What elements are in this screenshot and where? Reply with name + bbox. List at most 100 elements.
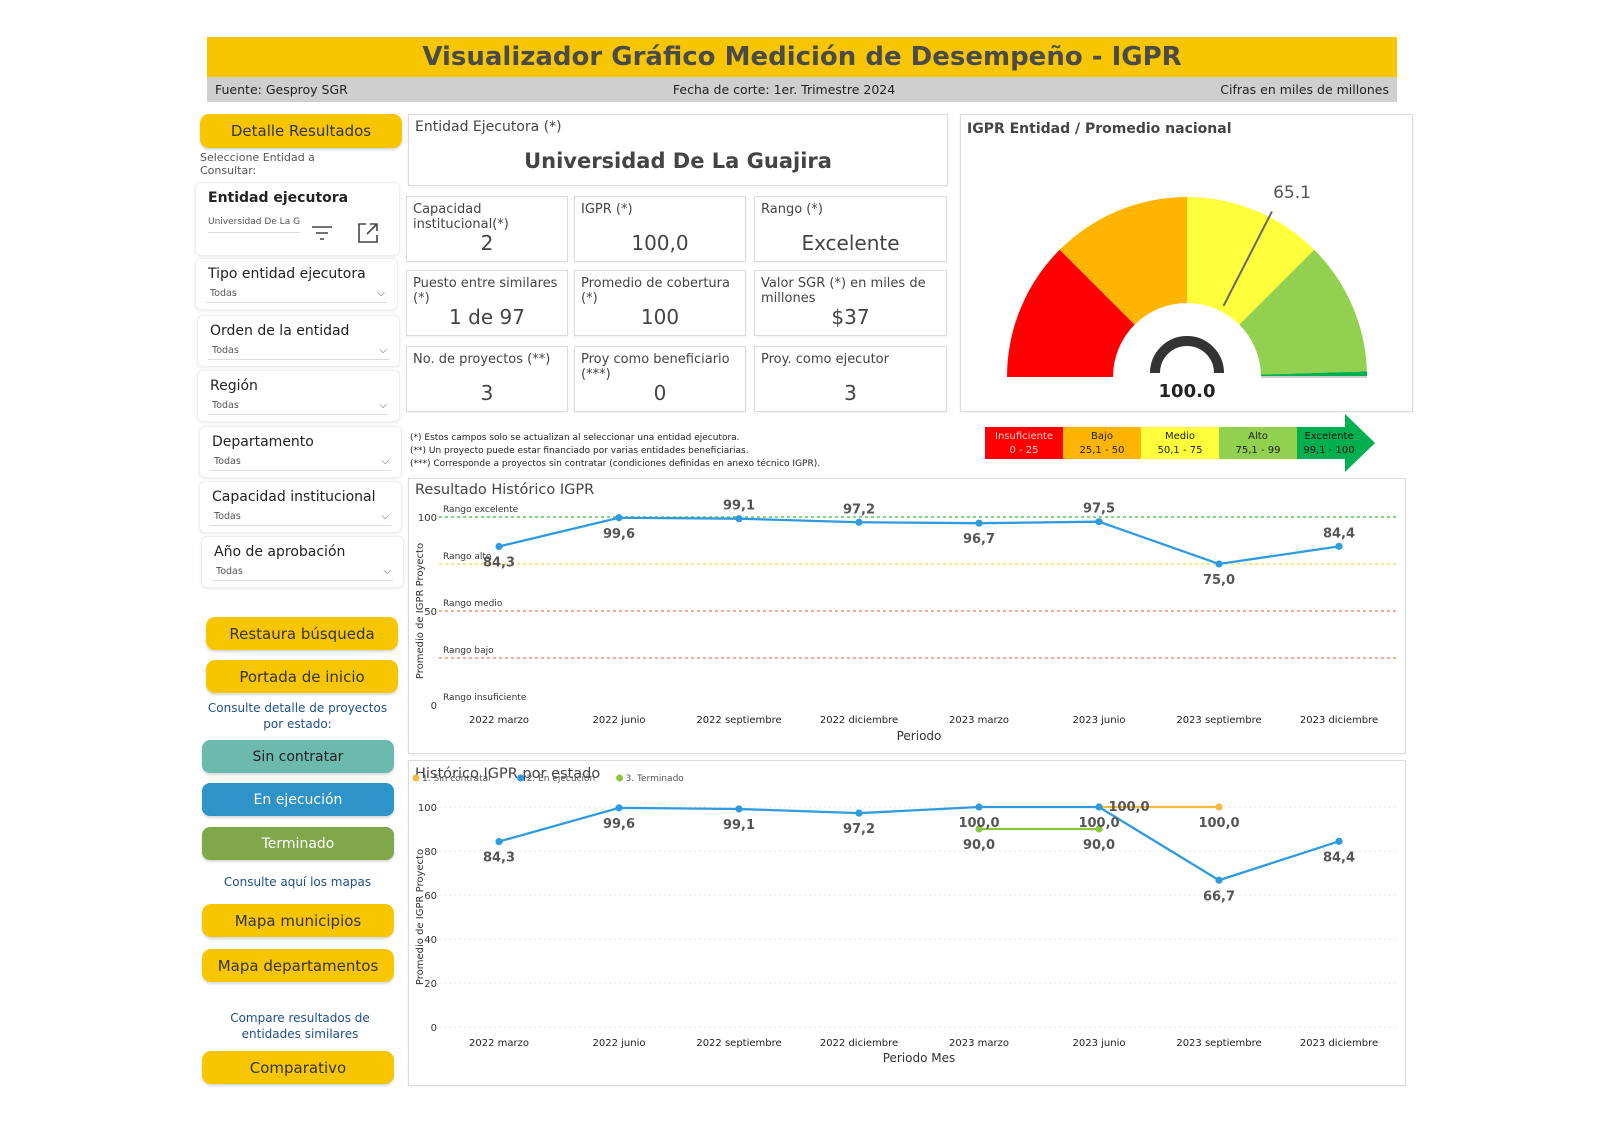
data-label: 99,6 — [603, 817, 635, 832]
kpi-label: Valor SGR (*) en miles de millones — [761, 276, 926, 306]
gauge-band-0 — [1007, 249, 1135, 377]
kpi-label: IGPR (*) — [581, 202, 633, 217]
y-axis-label: Promedio de IGPR Proyecto — [415, 543, 426, 679]
data-point[interactable] — [735, 515, 743, 523]
state-button-terminado[interactable]: Terminado — [202, 827, 394, 860]
select-entity-hint: Seleccione Entidad a Consultar: — [200, 151, 315, 177]
home-button[interactable]: Portada de inicio — [206, 660, 398, 693]
filter-dropdown[interactable]: Todas ⌵ — [210, 508, 391, 526]
entity-name: Universidad De La Guajira — [524, 149, 832, 173]
x-tick-label: 2022 diciembre — [820, 1038, 898, 1049]
state-button-sin-contratar[interactable]: Sin contratar — [202, 740, 394, 773]
legend-swatch-2 — [1141, 427, 1219, 459]
data-point[interactable] — [1095, 825, 1103, 833]
chevron-down-icon: ⌵ — [383, 566, 391, 577]
chevron-down-icon: ⌵ — [379, 400, 387, 411]
state-button-en-ejecucion[interactable]: En ejecución — [202, 783, 394, 816]
kpi-card-4: Promedio de cobertura (*) 100 — [574, 270, 746, 336]
data-point[interactable] — [495, 542, 503, 551]
kpi-card-7: Proy como beneficiario (***) 0 — [574, 346, 746, 412]
filter-title: Año de aprobación — [214, 544, 346, 560]
filter-dropdown[interactable]: Todas ⌵ — [208, 397, 389, 415]
page-title: Visualizador Gráfico Medición de Desempe… — [207, 37, 1397, 77]
data-point[interactable] — [495, 837, 503, 846]
data-point[interactable] — [855, 809, 863, 817]
chevron-down-icon: ⌵ — [377, 288, 385, 299]
filter-dropdown-value: Todas — [214, 511, 241, 522]
data-point[interactable] — [1215, 803, 1223, 811]
filter-dropdown[interactable]: Todas ⌵ — [210, 453, 391, 471]
data-point[interactable] — [1095, 518, 1103, 526]
kpi-value: $37 — [831, 305, 870, 329]
data-point[interactable] — [1215, 876, 1223, 884]
source-text: Fuente: Gesproy SGR — [215, 82, 348, 97]
filter-title: Departamento — [212, 434, 314, 450]
entity-value-arc — [1150, 336, 1224, 374]
kpi-card-1: IGPR (*) 100,0 — [574, 196, 746, 262]
kpi-label: Puesto entre similares (*) — [413, 276, 558, 306]
data-label: 84,4 — [1323, 850, 1355, 865]
legend-range: 0 - 25 — [1009, 445, 1038, 456]
data-point[interactable] — [1335, 542, 1343, 550]
legend-entry: 1. Sin contratar — [422, 774, 492, 784]
chevron-down-icon: ⌵ — [381, 511, 389, 522]
data-point[interactable] — [975, 519, 983, 527]
legend-name: Insuficiente — [995, 431, 1053, 442]
kpi-value: Excelente — [801, 231, 900, 255]
y-axis-label: Promedio de IGPR Proyecto — [415, 849, 426, 985]
compare-button[interactable]: Comparativo — [202, 1051, 394, 1084]
data-point[interactable] — [615, 804, 623, 812]
departments-map-button[interactable]: Mapa departamentos — [202, 949, 394, 982]
state-igpr-line-chart: 0 20 40 60 80 100 2022 marzo 2022 junio 2022 sep… — [412, 773, 1399, 1065]
x-tick-label: 2023 diciembre — [1300, 715, 1378, 726]
legend-entry: 3. Terminado — [626, 774, 685, 784]
kpi-label: Proy. como ejecutor — [761, 352, 889, 367]
x-tick-label: 2022 septiembre — [696, 1038, 781, 1049]
legend-range: 99,1 - 100 — [1303, 445, 1354, 456]
data-point[interactable] — [855, 518, 863, 526]
filter-dropdown[interactable]: Todas ⌵ — [208, 342, 389, 360]
national-average-needle — [1222, 211, 1273, 307]
data-point[interactable] — [615, 514, 623, 522]
data-label: 96,7 — [963, 532, 995, 547]
historic-chart-title: Resultado Histórico IGPR — [415, 482, 595, 498]
data-point[interactable] — [1215, 560, 1223, 568]
legend-swatch-1 — [1063, 427, 1141, 459]
reference-line-label: Rango insuficiente — [443, 693, 527, 703]
legend-marker — [517, 774, 525, 782]
x-tick-label: 2022 marzo — [469, 715, 529, 726]
y-tick-label: 0 — [431, 701, 437, 712]
filter-title: Región — [210, 378, 258, 394]
data-point[interactable] — [975, 803, 983, 811]
entity-filter-input[interactable]: Universidad De La G — [208, 217, 300, 233]
footnotes: (*) Estos campos solo se actualizan al s… — [410, 432, 950, 471]
x-tick-label: 2023 septiembre — [1176, 1038, 1261, 1049]
expand-icon[interactable] — [356, 221, 380, 249]
legend-range: 50,1 - 75 — [1158, 445, 1203, 456]
filter-dropdown[interactable]: Todas ⌵ — [212, 563, 393, 581]
filter-icon[interactable] — [310, 223, 334, 247]
detail-results-button[interactable]: Detalle Resultados — [200, 114, 402, 148]
igpr-gauge: 65.1 100.0 — [1007, 183, 1367, 402]
data-label: 84,3 — [483, 851, 515, 866]
municipalities-map-button[interactable]: Mapa municipios — [202, 904, 394, 937]
y-tick-label: 40 — [424, 935, 437, 946]
data-point[interactable] — [1335, 837, 1343, 845]
kpi-value: 3 — [844, 381, 857, 405]
state-chart-card: Histórico IGPR por estado 0 20 40 60 80 100 20… — [408, 760, 1406, 1086]
kpi-value: 100,0 — [631, 231, 689, 255]
gauge-band-1 — [1059, 197, 1187, 325]
legend-name: Bajo — [1091, 431, 1113, 442]
data-point[interactable] — [975, 825, 983, 833]
filter-card-1: Orden de la entidad Todas ⌵ — [197, 315, 400, 367]
national-average-label: 65.1 — [1273, 183, 1311, 203]
kpi-value: 0 — [653, 381, 667, 405]
footnote-2: (**) Un proyecto puede estar financiado … — [410, 446, 749, 456]
restore-search-button[interactable]: Restaura búsqueda — [206, 617, 398, 650]
filter-dropdown-value: Todas — [210, 288, 237, 299]
gauge-card: IGPR Entidad / Promedio nacional 65.1 100… — [960, 114, 1413, 412]
data-label: 90,0 — [963, 838, 995, 853]
filter-dropdown[interactable]: Todas ⌵ — [206, 285, 387, 303]
data-point[interactable] — [735, 805, 743, 813]
data-point[interactable] — [1095, 803, 1103, 811]
